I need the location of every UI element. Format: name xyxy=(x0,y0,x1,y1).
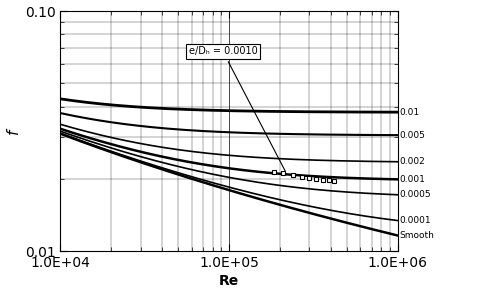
Text: 0.0005: 0.0005 xyxy=(400,190,431,199)
Text: e/Dₕ = 0.0010: e/Dₕ = 0.0010 xyxy=(188,46,286,171)
Text: 0.002: 0.002 xyxy=(400,157,425,166)
Text: 0.0001: 0.0001 xyxy=(400,216,431,225)
Y-axis label: f: f xyxy=(6,128,20,134)
Text: Smooth: Smooth xyxy=(400,231,434,240)
X-axis label: Re: Re xyxy=(219,274,239,288)
Text: 0.005: 0.005 xyxy=(400,131,425,140)
Text: 0.001: 0.001 xyxy=(400,175,425,184)
Text: 0.01: 0.01 xyxy=(400,108,419,117)
